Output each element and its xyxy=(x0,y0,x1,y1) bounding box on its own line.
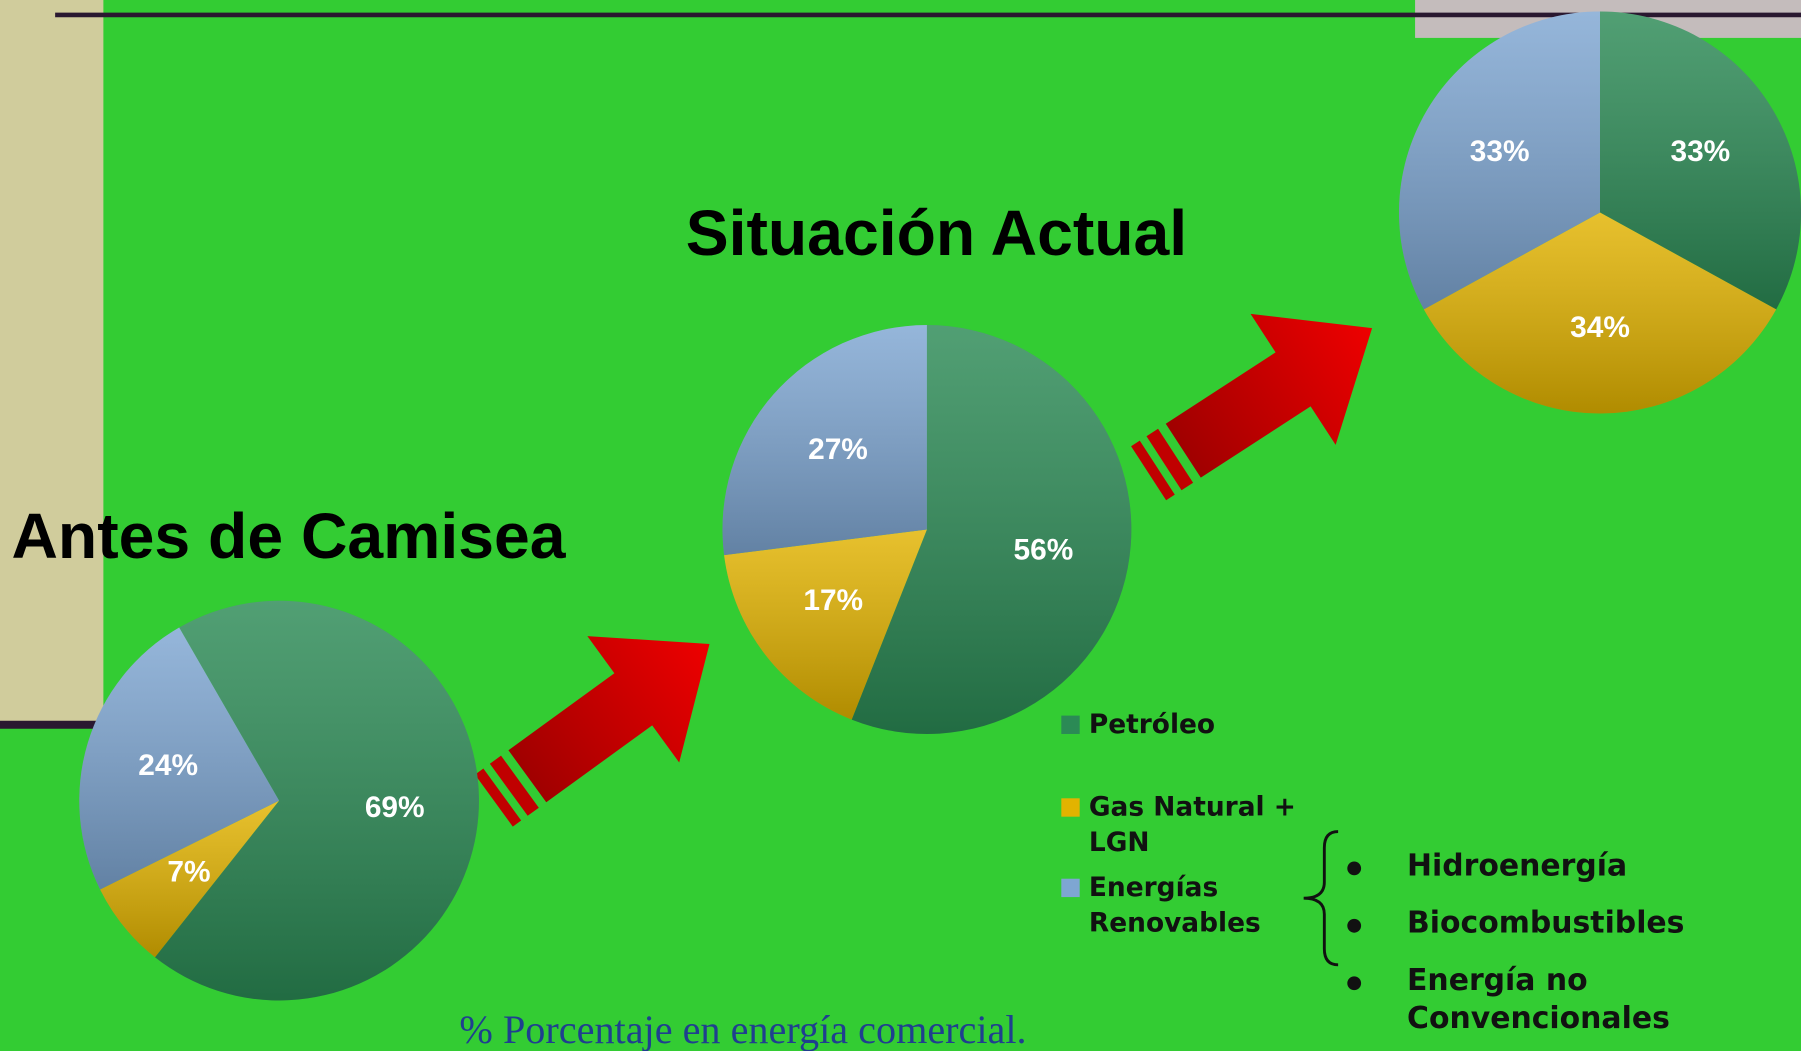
legend-swatch xyxy=(1061,715,1080,734)
arrow xyxy=(474,636,710,827)
bullet-dot xyxy=(1347,861,1362,876)
side-strip xyxy=(0,0,104,722)
data-label: 17% xyxy=(803,584,863,617)
slice-shade xyxy=(724,529,927,720)
legend-label: Petróleo xyxy=(1088,709,1216,740)
chart-title: Situación Actual xyxy=(686,197,1187,269)
data-label: 33% xyxy=(1670,135,1730,168)
slice-shade xyxy=(79,627,280,890)
slice-shade xyxy=(100,800,280,958)
data-label: 69% xyxy=(365,791,425,824)
data-label: 7% xyxy=(167,855,210,888)
slice-shade xyxy=(1599,11,1801,310)
slice-shade xyxy=(722,325,927,556)
data-label: 33% xyxy=(1470,135,1530,168)
bullet-text: Energía no Convencionales xyxy=(1407,963,1670,1037)
bullet-text: Biocombustibles xyxy=(1407,906,1685,941)
data-label: 56% xyxy=(1014,534,1074,567)
slice-shade xyxy=(1398,11,1600,310)
chart-title: Antes de Camisea xyxy=(11,500,566,572)
arrow xyxy=(1131,313,1373,501)
legend-label: Gas Natural + LGN xyxy=(1088,792,1296,859)
legend-swatch xyxy=(1061,798,1080,817)
bullet-text: Hidroenergía xyxy=(1407,848,1628,884)
legend-swatch xyxy=(1061,878,1080,898)
brace xyxy=(1303,830,1339,967)
data-label: 24% xyxy=(138,749,198,782)
slice-shade xyxy=(1423,212,1777,414)
footnote: % Porcentaje en energía comercial. xyxy=(459,1007,1026,1051)
slice-shade xyxy=(154,600,479,1001)
bullet-dot xyxy=(1347,918,1362,933)
data-label: 34% xyxy=(1570,311,1630,344)
data-label: 27% xyxy=(808,433,868,466)
bullet-dot xyxy=(1347,976,1362,991)
slice-shade xyxy=(851,325,1132,734)
legend-label: Energías Renovables xyxy=(1088,872,1261,939)
